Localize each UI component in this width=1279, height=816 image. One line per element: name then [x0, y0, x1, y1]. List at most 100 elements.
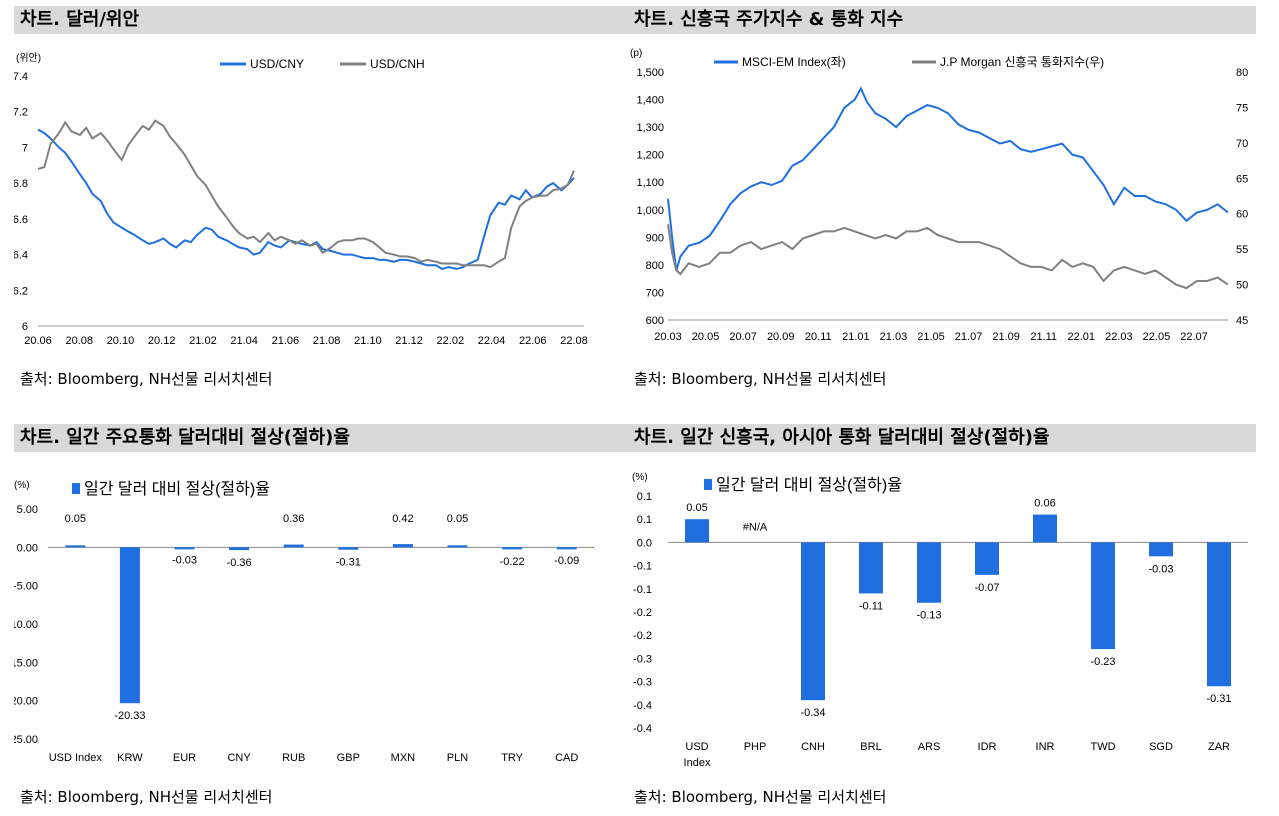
y-tick-label: 6.2	[14, 285, 28, 297]
x-tick-label: 22.08	[560, 335, 588, 347]
x-category-label: CNH	[801, 741, 825, 753]
y-tick-label: 7	[22, 142, 28, 154]
bar-pln	[447, 545, 468, 548]
legend-label: J.P Morgan 신흥국 통화지수(우)	[940, 55, 1104, 69]
y-tick-label: -5.00	[14, 581, 38, 593]
source-note: 출처: Bloomberg, NH선물 리서치센터	[634, 370, 887, 388]
x-category-label: IDR	[978, 741, 997, 753]
source-note: 출처: Bloomberg, NH선물 리서치센터	[20, 788, 273, 806]
x-category-label: CNY	[227, 752, 251, 764]
data-label: 0.42	[392, 513, 413, 525]
bar-ars	[917, 542, 941, 603]
y-axis-unit: (p)	[630, 48, 642, 59]
data-label: -0.03	[172, 555, 197, 567]
y-tick-label: -0.3	[633, 677, 652, 689]
x-tick-label: 21.12	[395, 335, 423, 347]
legend-label: 일간 달러 대비 절상(절하)율	[84, 480, 270, 498]
y-left-tick-label: 1,400	[636, 95, 664, 107]
usd-cny-line-chart: (위안) 7.4 7.2 7 6.8 6.6 6.4 6.2 6 20.06 20.08 20.10 2…	[14, 51, 588, 347]
x-category-label: RUB	[282, 752, 305, 764]
panel-title: 차트. 달러/위안	[14, 6, 642, 34]
data-label: -0.09	[554, 555, 579, 567]
x-tick-label: 20.08	[65, 335, 93, 347]
legend-label: USD/CNY	[250, 57, 304, 71]
x-tick-label: 21.06	[272, 335, 300, 347]
data-label: 0.05	[65, 513, 86, 525]
x-tick-label: 20.10	[107, 335, 135, 347]
series-line-msci-em	[667, 86, 1229, 271]
x-category-label: TRY	[501, 752, 523, 764]
x-tick-label: 22.07	[1180, 331, 1208, 343]
y-right-tick-label: 45	[1236, 315, 1248, 327]
data-label: -0.13	[916, 610, 941, 622]
x-tick-label: 21.02	[189, 335, 217, 347]
bar-mxn	[392, 544, 413, 548]
data-label: -0.31	[1206, 693, 1231, 705]
bar-usd-index	[685, 519, 709, 543]
y-axis-unit: (%)	[632, 472, 648, 483]
legend-label: USD/CNH	[370, 57, 425, 71]
y-right-tick-label: 50	[1236, 280, 1248, 292]
x-tick-label: 20.11	[805, 331, 832, 343]
data-label: -0.31	[336, 557, 361, 569]
y-tick-label: -0.1	[633, 561, 652, 573]
y-tick-label: -0.2	[633, 607, 652, 619]
series-line-usd-cny	[37, 128, 575, 270]
y-tick-label: -20.00	[14, 696, 38, 708]
bar-try	[502, 547, 523, 550]
x-tick-label: 21.09	[992, 331, 1020, 343]
x-category-label: TWD	[1090, 741, 1115, 753]
panel-major-currency: 차트. 일간 주요통화 달러대비 절상(절하)율 (%) 일간 달러 대비 절상(…	[14, 424, 642, 806]
data-label: 0.36	[283, 513, 304, 525]
x-category-label: INR	[1036, 741, 1055, 753]
bar-cad	[556, 547, 577, 550]
data-label: -0.36	[227, 557, 252, 569]
panel-em-index: 차트. 신흥국 주가지수 & 통화 지수 (p) 1,500 1,400 1,300 1…	[628, 6, 1256, 388]
x-tick-label: 22.02	[437, 335, 465, 347]
y-tick-label: 6.6	[14, 214, 28, 226]
x-tick-label: 22.01	[1068, 331, 1096, 343]
x-tick-label: 21.04	[230, 335, 258, 347]
x-category-label: MXN	[391, 752, 416, 764]
x-tick-label: 21.11	[1030, 331, 1057, 343]
x-category-label: PHP	[744, 741, 767, 753]
y-tick-label: 0.1	[637, 491, 652, 503]
y-tick-label: 7.4	[14, 71, 28, 83]
x-tick-label: 22.05	[1143, 331, 1171, 343]
y-tick-label: -25.00	[14, 734, 38, 746]
x-tick-label: 20.07	[729, 331, 757, 343]
x-tick-label: 20.03	[654, 331, 682, 343]
y-tick-label: -0.4	[633, 700, 652, 712]
x-category-label: USD	[685, 741, 708, 753]
data-label: 0.05	[686, 502, 707, 514]
bar-usd-index	[65, 545, 86, 548]
em-asia-currency-bar-chart: (%) 일간 달러 대비 절상(절하)율 0.1 0.1 0.0 -0.1 -0.1 -0.2…	[632, 472, 1248, 769]
bar-cny	[229, 547, 250, 551]
y-left-tick-label: 700	[646, 287, 664, 299]
panel-title: 차트. 신흥국 주가지수 & 통화 지수	[628, 6, 1256, 34]
x-tick-label: 21.03	[880, 331, 908, 343]
legend-swatch	[72, 483, 80, 494]
x-tick-label: 20.05	[692, 331, 720, 343]
panel-title: 차트. 일간 신흥국, 아시아 통화 달러대비 절상(절하)율	[628, 424, 1256, 452]
y-left-tick-label: 600	[646, 315, 664, 327]
x-category-label: USD Index	[49, 752, 103, 764]
series-line-jpm-em-currency	[667, 224, 1229, 290]
data-label: -0.07	[974, 582, 999, 594]
y-tick-label: -0.1	[633, 584, 652, 596]
x-tick-label: 22.06	[519, 335, 547, 347]
y-axis-unit: (위안)	[16, 51, 41, 64]
x-category-label: SGD	[1149, 741, 1173, 753]
bar-twd	[1091, 542, 1115, 650]
x-tick-label: 21.07	[955, 331, 983, 343]
y-right-tick-label: 60	[1236, 209, 1248, 221]
y-right-tick-label: 55	[1236, 244, 1248, 256]
data-label: -0.34	[800, 707, 825, 719]
data-label: -20.33	[114, 710, 145, 722]
x-tick-label: 20.06	[24, 335, 52, 347]
source-note: 출처: Bloomberg, NH선물 리서치센터	[20, 370, 273, 388]
x-tick-label: 22.03	[1105, 331, 1133, 343]
bar-idr	[975, 542, 999, 575]
y-tick-label: -0.4	[633, 723, 652, 735]
x-category-label: CAD	[555, 752, 578, 764]
